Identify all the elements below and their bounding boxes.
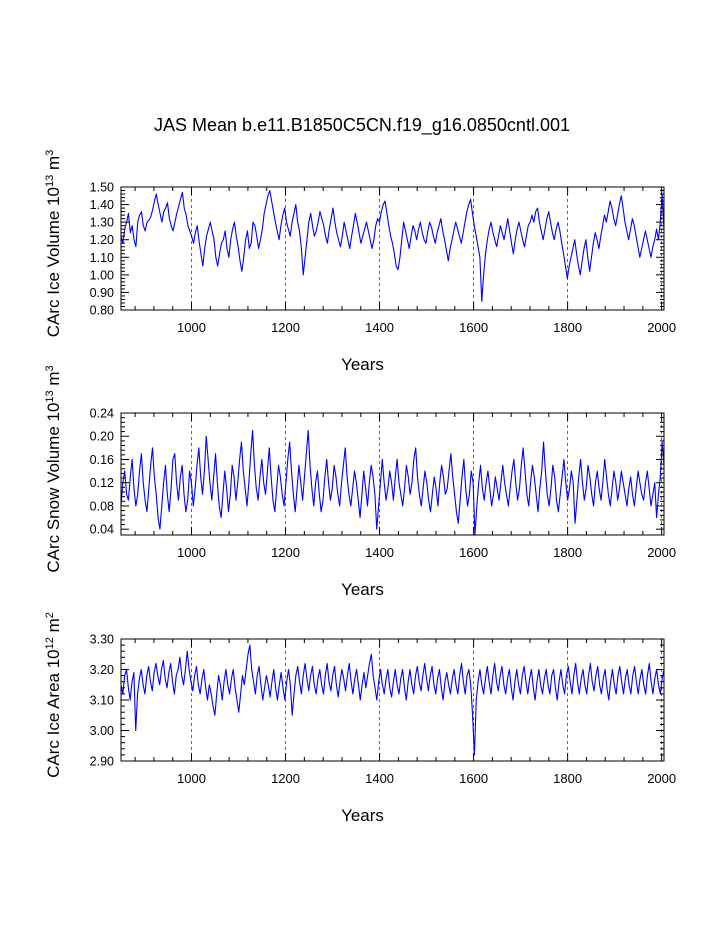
x-tick-label: 1200 xyxy=(271,771,300,786)
x-tick-label: 1600 xyxy=(459,771,488,786)
y-tick-label: 1.40 xyxy=(90,198,114,212)
y-tick-label: 0.12 xyxy=(90,476,114,490)
y-tick-label: 0.16 xyxy=(90,453,114,467)
y-axis-label-superscript: 13 xyxy=(44,390,56,402)
plot-frame xyxy=(120,186,665,311)
x-tick-label: 1400 xyxy=(365,545,394,560)
chart-title: JAS Mean b.e11.B1850C5CN.f19_g16.0850cnt… xyxy=(154,115,570,136)
y-tick-label: 0.80 xyxy=(90,304,114,318)
x-tick-label: 2000 xyxy=(647,545,676,560)
y-tick-label: 2.90 xyxy=(90,755,114,769)
y-axis-label-superscript: 13 xyxy=(44,175,56,187)
x-tick-label: 1000 xyxy=(177,545,206,560)
y-axis-label-text: m xyxy=(44,371,63,390)
plot-frame xyxy=(120,638,665,762)
y-axis-label: CArc Ice Area 1012 m2 xyxy=(44,612,63,778)
y-axis-label-superscript: 3 xyxy=(44,365,56,371)
y-axis-label-superscript: 2 xyxy=(44,612,56,618)
x-axis-label: Years xyxy=(341,806,384,825)
y-axis-label: CArc Ice Volume 1013 m3 xyxy=(44,150,63,338)
y-tick-label: 1.10 xyxy=(90,251,114,265)
y-axis-label-superscript: 12 xyxy=(44,637,56,649)
series-line-1-1 xyxy=(120,189,665,302)
y-tick-label: 1.00 xyxy=(90,268,114,282)
y-tick-label: 1.30 xyxy=(90,216,114,230)
y-tick-label: 0.90 xyxy=(90,286,114,300)
x-tick-label: 1000 xyxy=(177,771,206,786)
x-tick-label: 1600 xyxy=(459,545,488,560)
y-tick-label: 0.20 xyxy=(90,430,114,444)
y-tick-label: 1.50 xyxy=(90,181,114,195)
x-axis-label: Years xyxy=(341,355,384,374)
y-tick-label: 1.20 xyxy=(90,233,114,247)
y-tick-label: 0.04 xyxy=(90,523,114,537)
y-tick-label: 0.08 xyxy=(90,499,114,513)
y-axis-label-text: m xyxy=(44,618,63,637)
x-tick-label: 1400 xyxy=(365,320,394,335)
x-tick-label: 1800 xyxy=(553,320,582,335)
panel-3: 1000 1200 1400 1600 1800 2000 2.90 3.00 3.10 3.20… xyxy=(44,612,676,825)
x-tick-label: 2000 xyxy=(647,320,676,335)
panel-2: 1000 1200 1400 1600 1800 2000 0.04 0.08 0.12 0.16… xyxy=(44,365,676,599)
x-tick-label: 1200 xyxy=(271,320,300,335)
x-tick-label: 1200 xyxy=(271,545,300,560)
y-axis-label: CArc Snow Volume 1013 m3 xyxy=(44,365,63,572)
x-tick-label: 1800 xyxy=(553,545,582,560)
y-tick-label: 3.30 xyxy=(90,633,114,647)
series-line-2-1 xyxy=(120,429,665,536)
y-axis-label-text: m xyxy=(44,156,63,175)
y-tick-label: 3.10 xyxy=(90,694,114,708)
y-axis-label-text: CArc Ice Volume 10 xyxy=(44,187,63,337)
x-tick-label: 1600 xyxy=(459,320,488,335)
series-line-3-1 xyxy=(120,644,665,756)
y-tick-label: 0.24 xyxy=(90,407,114,421)
panel-1: 1000 1200 1400 1600 1800 2000 0.80 0.90 1.00 1.10… xyxy=(44,150,676,374)
x-tick-label: 2000 xyxy=(647,771,676,786)
x-tick-label: 1400 xyxy=(365,771,394,786)
y-axis-label-superscript: 3 xyxy=(44,150,56,156)
y-axis-label-text: CArc Snow Volume 10 xyxy=(44,403,63,573)
x-tick-label: 1800 xyxy=(553,771,582,786)
plot-frame xyxy=(120,412,665,536)
x-axis-label: Years xyxy=(341,580,384,599)
y-tick-label: 3.20 xyxy=(90,663,114,677)
x-tick-label: 1000 xyxy=(177,320,206,335)
y-axis-label-text: CArc Ice Area 10 xyxy=(44,649,63,778)
y-tick-label: 3.00 xyxy=(90,724,114,738)
